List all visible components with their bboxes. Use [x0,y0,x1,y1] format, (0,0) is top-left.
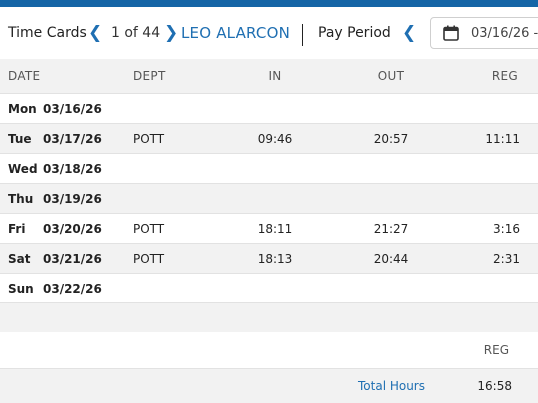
row-reg: 11:11 [485,132,520,146]
total-hours-value: 16:58 [477,379,512,393]
chevron-right-icon[interactable]: ❯ [164,23,179,43]
row-date: 03/20/26 [43,222,102,236]
table-row[interactable]: Sun 03/22/26 [0,273,538,303]
column-header-in: IN [268,69,282,83]
pay-period-label: Pay Period [318,25,391,41]
record-position: 1 of 44 [111,25,161,41]
row-out [361,274,421,304]
table-row[interactable]: Tue 03/17/26 POTT 09:46 20:57 11:11 [0,123,538,153]
column-header-date: DATE [8,69,41,83]
pay-period-date-picker[interactable]: 03/16/26 - [430,17,538,49]
total-hours-label: Total Hours [358,379,425,393]
row-in [245,94,305,124]
row-day: Mon [8,102,37,116]
row-date: 03/16/26 [43,102,102,116]
pay-period-prev-icon[interactable]: ❮ [402,23,417,43]
row-dept: POTT [133,252,165,266]
table-row[interactable]: Fri 03/20/26 POTT 18:11 21:27 3:16 [0,213,538,243]
totals-row: Total Hours 16:58 [0,368,538,403]
row-out [361,94,421,124]
calendar-icon [443,25,459,41]
summary-header: REG [0,332,538,368]
row-dept: POTT [133,222,165,236]
row-day: Wed [8,162,38,176]
page-title: Time Cards [8,25,87,41]
row-date: 03/17/26 [43,132,102,146]
blank-spacer-row [0,302,538,332]
chevron-left-icon[interactable]: ❮ [88,23,103,43]
row-date: 03/19/26 [43,192,102,206]
row-in [245,274,305,304]
row-in: 09:46 [257,132,293,146]
table-row[interactable]: Mon 03/16/26 [0,93,538,123]
row-day: Sat [8,252,31,266]
row-date: 03/21/26 [43,252,102,266]
column-header-reg: REG [491,69,518,83]
column-header-dept: DEPT [133,69,166,83]
row-dept: POTT [133,132,165,146]
table-row[interactable]: Wed 03/18/26 [0,153,538,183]
table-row[interactable]: Sat 03/21/26 POTT 18:13 20:44 2:31 [0,243,538,273]
row-day: Sun [8,282,34,296]
column-header-row: DATE DEPT IN OUT REG [0,59,538,93]
row-in [245,154,305,184]
row-out: 20:44 [373,252,409,266]
row-day: Thu [8,192,34,206]
row-out: 21:27 [373,222,409,236]
row-out: 20:57 [373,132,409,146]
row-date: 03/22/26 [43,282,102,296]
row-day: Fri [8,222,26,236]
row-in: 18:13 [257,252,293,266]
row-in: 18:11 [257,222,293,236]
summary-reg-header: REG [483,343,509,357]
header-divider [302,24,303,46]
column-header-out: OUT [377,69,405,83]
row-out [361,184,421,214]
employee-name-link[interactable]: LEO ALARCON [181,24,291,42]
row-reg: 2:31 [493,252,520,266]
row-in [245,184,305,214]
row-day: Tue [8,132,32,146]
row-reg: 3:16 [493,222,520,236]
pay-period-date-value: 03/16/26 - [471,25,538,41]
row-date: 03/18/26 [43,162,102,176]
timecard-header: Time Cards ❮ 1 of 44 ❯ LEO ALARCON Pay P… [0,7,538,59]
row-out [361,154,421,184]
table-row[interactable]: Thu 03/19/26 [0,183,538,213]
top-accent-bar [0,0,538,7]
